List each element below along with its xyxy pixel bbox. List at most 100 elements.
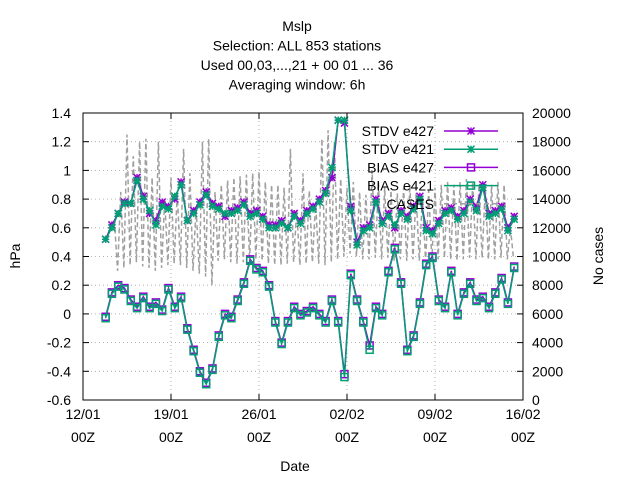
data-point [271,318,280,327]
legend-label: STDV e421 [362,141,435,157]
cases-line [113,130,515,286]
data-point [491,289,500,299]
data-point [290,212,299,221]
data-point [321,189,330,198]
data-point [346,206,355,215]
data-point [415,195,424,204]
series-lines [101,116,519,389]
y-tick-label-left: 1.4 [52,105,72,121]
y-axis-left: -0.6 -0.4 -0.2 0 0.2 0.4 0.6 0.8 1 1.2 1.4 [47,105,89,408]
data-point [309,205,318,214]
data-point [409,205,418,214]
data-point [101,235,110,244]
data-point [157,306,167,316]
data-point [365,223,374,232]
chart-title: Mslp Selection: ALL 853 stations Used 00,0… [201,18,394,93]
data-point [120,199,129,208]
data-point [139,293,148,303]
data-point [264,282,274,291]
y-tick-label-right: 6000 [532,306,563,322]
data-point [459,289,469,299]
y-axis-label-right: No cases [590,227,606,285]
data-point [164,205,173,214]
data-point [466,126,476,136]
data-point [132,303,142,313]
data-point [340,372,349,382]
y-tick-label-right: 8000 [532,277,563,293]
data-point [321,318,330,327]
data-point [283,318,293,327]
x-tick-label-date: 02/02 [329,406,364,422]
data-point [472,206,481,215]
y-tick-label-left: -0.2 [47,335,71,351]
data-point [101,313,110,323]
title-line: Averaging window: 6h [229,77,366,93]
data-point [327,173,336,182]
data-point [459,209,468,218]
x-axis: 12/01 00Z 19/01 00Z 26/01 00Z 02/02 00Z 09/02 00Z… [65,113,541,445]
data-point [327,296,337,306]
y-tick-label-left: 0.8 [52,191,72,207]
data-point [340,116,349,125]
y-tick-label-left: 0.4 [52,249,72,265]
data-point [227,209,236,218]
data-point [176,293,186,303]
data-point [371,197,380,207]
data-point [189,209,198,218]
data-point [183,325,192,334]
data-point [283,223,292,232]
data-point [252,209,261,218]
data-point [503,299,513,309]
data-point [245,256,255,266]
data-point [390,220,399,229]
data-point [289,303,299,313]
x-tick-label-hour: 00Z [335,429,360,445]
data-point [384,268,393,277]
data-point [145,206,154,215]
data-point [353,240,362,250]
data-point [384,212,393,221]
data-point [403,215,412,224]
series-stdv-e421 [101,116,519,250]
data-point [377,311,387,320]
y-tick-label-left: 0 [63,306,71,322]
x-tick-label-hour: 00Z [423,429,448,445]
y-tick-label-right: 12000 [532,220,571,236]
data-point [365,345,374,355]
data-point [428,229,437,238]
y-tick-label-left: 1 [63,162,71,178]
y-tick-label-right: 2000 [532,363,563,379]
data-point [491,209,500,218]
data-point [465,279,475,289]
data-point [201,379,211,389]
data-point [466,181,476,190]
data-point [409,332,418,342]
x-tick-label-hour: 00Z [247,429,272,445]
data-point [434,296,444,306]
data-point [277,219,286,228]
data-point [359,318,368,327]
x-axis-label: Date [280,458,310,474]
data-point [422,226,431,235]
data-point [151,299,161,309]
data-point [195,200,204,209]
data-point [397,209,406,218]
data-point [334,116,343,125]
data-point [139,195,148,204]
y-tick-label-right: 14000 [532,191,571,207]
title-line: Mslp [282,18,312,34]
y-tick-label-right: 10000 [532,249,571,265]
data-point [497,205,506,214]
data-point [302,308,312,317]
data-point [453,311,462,320]
data-point [296,219,305,228]
data-point [478,293,488,303]
series-cases [113,130,515,286]
x-tick-label-hour: 00Z [71,429,96,445]
data-point [478,183,487,192]
data-point [441,209,450,218]
data-point [453,215,462,224]
data-point [484,303,494,313]
data-point [315,197,324,207]
